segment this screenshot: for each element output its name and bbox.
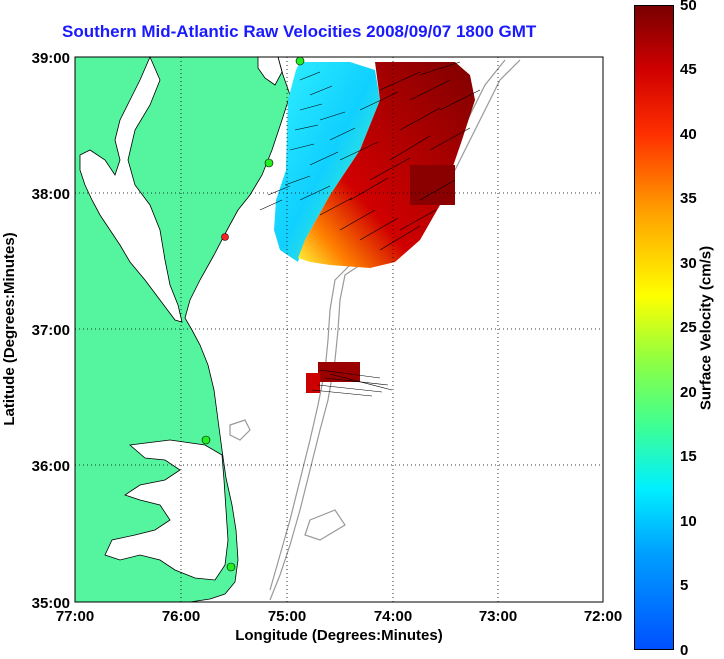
station-marker — [226, 562, 236, 572]
velocity-vectors-south — [311, 369, 393, 397]
colorbar-tick: 40 — [680, 126, 697, 143]
colorbar-tick: 20 — [680, 384, 697, 401]
colorbar-label: Surface Velocity (cm/s) — [697, 245, 715, 411]
velocity-vectors-north — [259, 61, 481, 251]
y-tick-label: 37:00 — [32, 322, 70, 339]
colorbar-tick: 25 — [680, 319, 697, 336]
y-tick-label: 36:00 — [32, 458, 70, 475]
x-tick-label: 73:00 — [479, 608, 517, 625]
station-marker — [295, 56, 305, 66]
colorbar-tick: 0 — [680, 642, 689, 659]
colorbar-tick: 15 — [680, 448, 697, 465]
x-tick-label: 75:00 — [268, 608, 306, 625]
y-tick-label: 39:00 — [32, 50, 70, 67]
colorbar-tick: 5 — [680, 577, 689, 594]
colorbar-tick: 35 — [680, 190, 697, 207]
chesapeake-bay — [79, 55, 183, 323]
velocity-field-north — [274, 62, 475, 268]
pamlico-sound — [104, 439, 229, 581]
map-title: Southern Mid-Atlantic Raw Velocities 200… — [62, 22, 537, 41]
station-marker — [201, 435, 211, 445]
y-tick-label: 35:00 — [32, 595, 70, 612]
grid-lines — [75, 57, 603, 602]
station-marker — [264, 158, 274, 168]
colorbar-tick: 45 — [680, 61, 697, 78]
station-marker — [221, 233, 229, 241]
x-tick-label: 77:00 — [56, 608, 94, 625]
x-axis-label: Longitude (Degrees:Minutes) — [235, 627, 443, 644]
colorbar — [634, 5, 674, 650]
colorbar-tick: 30 — [680, 255, 697, 272]
x-tick-label: 72:00 — [584, 608, 622, 625]
y-axis-label: Latitude (Degrees:Minutes) — [1, 232, 18, 425]
radar-stations — [201, 56, 305, 572]
x-tick-label: 76:00 — [162, 608, 200, 625]
velocity-field-south — [306, 362, 360, 393]
x-tick-label: 74:00 — [374, 608, 412, 625]
colorbar-tick: 10 — [680, 513, 697, 530]
colorbar-tick: 50 — [680, 0, 697, 14]
y-tick-label: 38:00 — [32, 186, 70, 203]
